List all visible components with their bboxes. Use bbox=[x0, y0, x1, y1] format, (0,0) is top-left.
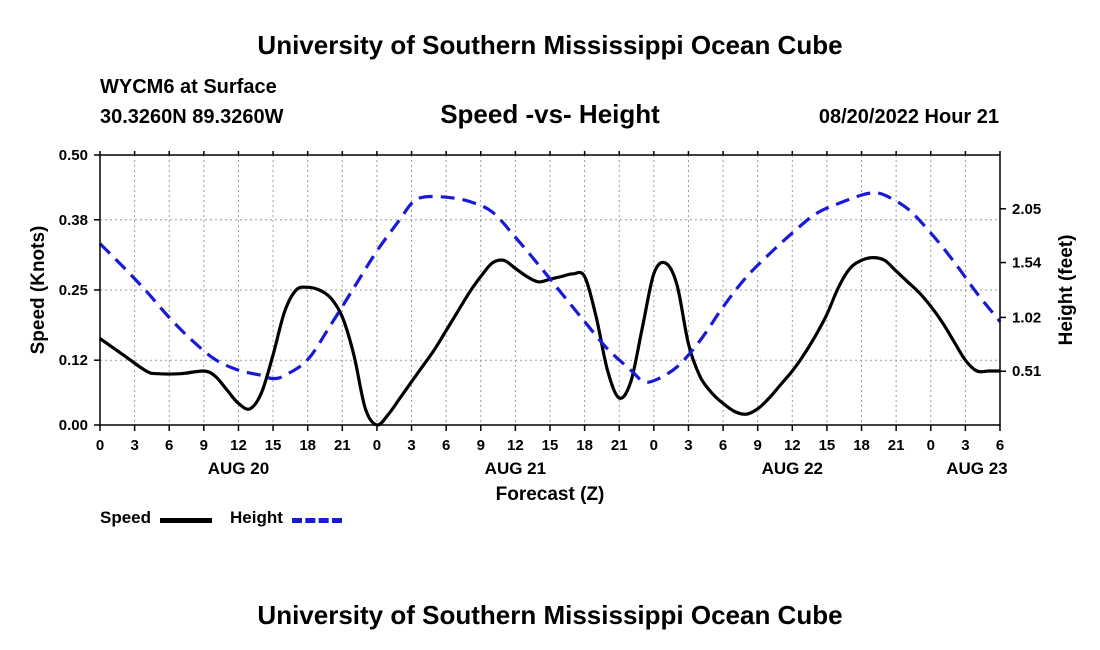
chart-title: Speed -vs- Height bbox=[440, 99, 660, 129]
legend-height-label: Height bbox=[230, 508, 283, 527]
y-tick-label: 0.12 bbox=[59, 352, 88, 369]
grid bbox=[100, 155, 1000, 425]
x-tick-label: 0 bbox=[96, 437, 104, 454]
legend-height-swatch bbox=[292, 518, 342, 523]
x-tick-label: 15 bbox=[542, 437, 559, 454]
date-label: AUG 20 bbox=[208, 459, 269, 478]
x-tick-label: 18 bbox=[853, 437, 870, 454]
station-coordinates: 30.3260N 89.3260W bbox=[100, 106, 284, 128]
x-tick-label: 21 bbox=[611, 437, 628, 454]
x-tick-label: 15 bbox=[819, 437, 836, 454]
y2-tick-label: 1.54 bbox=[1012, 255, 1042, 272]
y-tick-label: 0.38 bbox=[59, 212, 88, 229]
date-label: AUG 23 bbox=[946, 459, 1007, 478]
station-label: WYCM6 at Surface bbox=[100, 76, 277, 98]
x-tick-label: 0 bbox=[373, 437, 381, 454]
x-tick-label: 15 bbox=[265, 437, 282, 454]
x-tick-label: 3 bbox=[961, 437, 969, 454]
x-tick-label: 0 bbox=[927, 437, 935, 454]
footer-title: University of Southern Mississippi Ocean… bbox=[257, 600, 843, 630]
x-tick-label: 12 bbox=[784, 437, 801, 454]
page-title: University of Southern Mississippi Ocean… bbox=[257, 30, 843, 60]
x-tick-label: 21 bbox=[888, 437, 905, 454]
x-tick-label: 21 bbox=[334, 437, 351, 454]
x-tick-label: 9 bbox=[477, 437, 485, 454]
x-tick-label: 18 bbox=[299, 437, 316, 454]
x-tick-label: 9 bbox=[754, 437, 762, 454]
y2-tick-label: 1.02 bbox=[1012, 309, 1041, 326]
y-tick-label: 0.00 bbox=[59, 417, 88, 434]
x-tick-label: 3 bbox=[407, 437, 415, 454]
height-series-line bbox=[98, 191, 1002, 384]
x-tick-label: 12 bbox=[507, 437, 524, 454]
x-tick-label: 3 bbox=[130, 437, 138, 454]
x-tick-label: 3 bbox=[684, 437, 692, 454]
x-tick-label: 6 bbox=[442, 437, 450, 454]
series bbox=[98, 191, 1002, 427]
date-label: AUG 21 bbox=[485, 459, 546, 478]
axes: 0 3 6 9 12 15 18 21 0 3 6 9 12 15 18 21 0 3 6 9 12 15 18 21 0 3 6 0… bbox=[28, 147, 1077, 505]
date-label: AUG 22 bbox=[762, 459, 823, 478]
legend-speed-swatch bbox=[160, 518, 212, 523]
x-tick-label: 18 bbox=[576, 437, 593, 454]
x-tick-label: 6 bbox=[165, 437, 173, 454]
y2-tick-label: 0.51 bbox=[1012, 363, 1041, 380]
y-tick-label: 0.25 bbox=[59, 282, 88, 299]
legend-speed-label: Speed bbox=[100, 508, 152, 527]
x-tick-label: 6 bbox=[719, 437, 727, 454]
x-axis-title: Forecast (Z) bbox=[496, 484, 605, 505]
speed-series-line bbox=[99, 256, 1000, 427]
y2-axis-title: Height (feet) bbox=[1056, 235, 1077, 346]
forecast-run-time: 08/20/2022 Hour 21 bbox=[818, 106, 999, 128]
x-tick-label: 6 bbox=[996, 437, 1004, 454]
y-axis-title: Speed (Knots) bbox=[28, 226, 49, 355]
x-tick-label: 12 bbox=[230, 437, 247, 454]
y2-tick-label: 2.05 bbox=[1012, 201, 1041, 218]
x-tick-label: 9 bbox=[200, 437, 208, 454]
y-tick-label: 0.50 bbox=[59, 147, 88, 164]
plot-frame bbox=[99, 154, 1001, 426]
x-tick-label: 0 bbox=[650, 437, 658, 454]
